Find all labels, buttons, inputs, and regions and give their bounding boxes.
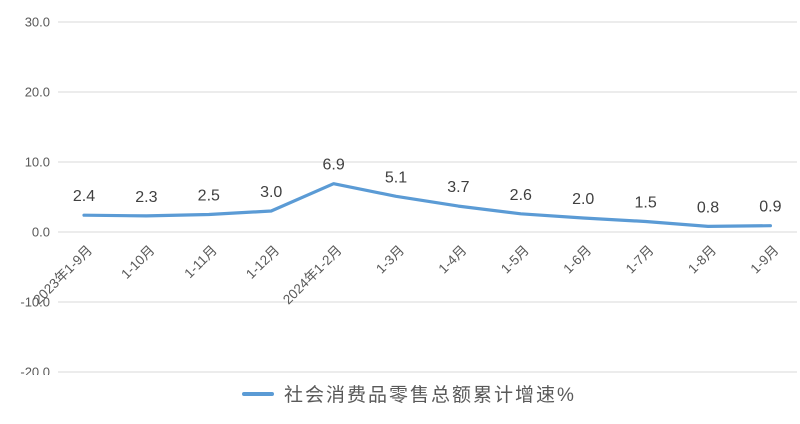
y-axis-tick-label: 10.0 (25, 155, 50, 170)
data-point-label: 2.4 (73, 188, 95, 205)
data-point-label: 0.8 (697, 199, 719, 216)
y-axis-tick-label: -20.0 (20, 365, 50, 376)
data-point-label: 1.5 (634, 195, 656, 212)
y-axis-tick-label: 20.0 (25, 85, 50, 100)
y-axis-tick-label: -10.0 (20, 295, 50, 310)
x-axis-tick-label: 1-12月 (243, 243, 282, 282)
legend-line-marker (242, 391, 275, 396)
data-point-label: 2.5 (198, 188, 220, 205)
x-axis-tick-label: 1-4月 (436, 243, 470, 277)
data-point-label: 3.0 (260, 184, 282, 201)
legend-series-label: 社会消费品零售总额累计增速% (284, 385, 576, 406)
data-point-label: 6.9 (322, 157, 344, 174)
x-axis-tick-label: 1-11月 (181, 243, 220, 282)
x-axis-tick-label: 1-6月 (560, 243, 594, 277)
x-axis-tick-label: 1-10月 (118, 243, 157, 282)
y-axis-tick-label: 0.0 (32, 225, 50, 240)
data-point-label: 2.3 (135, 189, 157, 206)
y-axis-tick-label: 30.0 (25, 15, 50, 30)
data-point-label: 3.7 (447, 179, 469, 196)
x-axis-tick-label: 2024年1-2月 (280, 243, 345, 308)
x-axis-tick-label: 1-3月 (373, 243, 407, 277)
x-axis-tick-label: 2023年1-9月 (30, 243, 95, 308)
x-axis-tick-label: 1-7月 (623, 243, 657, 277)
data-point-label: 2.0 (572, 191, 594, 208)
x-axis-tick-label: 1-9月 (748, 243, 782, 277)
data-point-label: 5.1 (385, 169, 407, 186)
chart-plot-area: 30.0 20.0 10.0 0.0 -10.0 -20.0 2.4 2.3 2.5 3.0 6.9… (20, 15, 797, 376)
x-axis-tick-label: 1-8月 (685, 243, 719, 277)
series-line (82, 182, 773, 228)
data-point-label: 0.9 (759, 199, 781, 216)
chart-legend: 社会消费品零售总额累计增速% (0, 380, 800, 407)
data-point-label: 2.6 (510, 187, 532, 204)
x-axis-tick-label: 1-5月 (498, 243, 532, 277)
